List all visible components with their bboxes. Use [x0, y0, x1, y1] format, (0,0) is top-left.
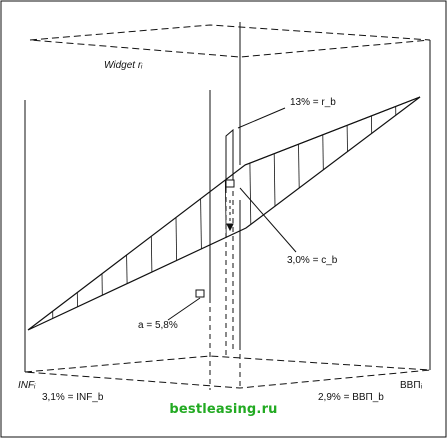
watermark-text: bestleasing.ru — [169, 402, 278, 417]
a-label: a = 5,8% — [138, 320, 178, 331]
gdp-base-label: 2,9% = ВВП_b — [318, 392, 384, 403]
cb-label: 3,0% = c_b — [287, 255, 338, 266]
surface-hatching — [52, 106, 397, 319]
hatch-line — [249, 163, 252, 225]
gdp-axis-label: ВВПᵢ — [400, 380, 423, 391]
rb-marker — [225, 128, 234, 355]
top-dashed-plane — [29, 24, 431, 58]
hatched-surface — [27, 96, 421, 331]
a-leader-line — [167, 297, 201, 321]
hatch-line — [273, 153, 276, 207]
annotation-leaders — [167, 107, 297, 321]
cb-marker-square — [225, 179, 235, 188]
vertical-axes — [24, 22, 431, 390]
rb-label: 13% = r_b — [290, 97, 336, 108]
surface-upper-edge — [244, 96, 421, 166]
hatch-line — [322, 134, 324, 170]
a-marker-square — [195, 289, 205, 298]
rb-marker-stem — [225, 128, 234, 188]
hatch-line — [298, 144, 300, 189]
hatch-line — [224, 179, 227, 238]
inf-base-label: 3,1% = INF_b — [42, 392, 104, 403]
bottom-dashed-plane — [24, 355, 431, 389]
rb-leader-line — [237, 107, 286, 129]
widget-label: Widget rᵢ — [104, 60, 143, 71]
arrow-head — [226, 223, 234, 232]
hatch-line — [126, 254, 128, 284]
surface-outline — [27, 96, 421, 331]
hatch-line — [200, 198, 202, 249]
hatch-line — [150, 236, 153, 273]
inf-axis-label: INFᵢ — [18, 380, 36, 391]
hatch-line — [175, 217, 177, 261]
cb-leader-line — [239, 187, 297, 253]
